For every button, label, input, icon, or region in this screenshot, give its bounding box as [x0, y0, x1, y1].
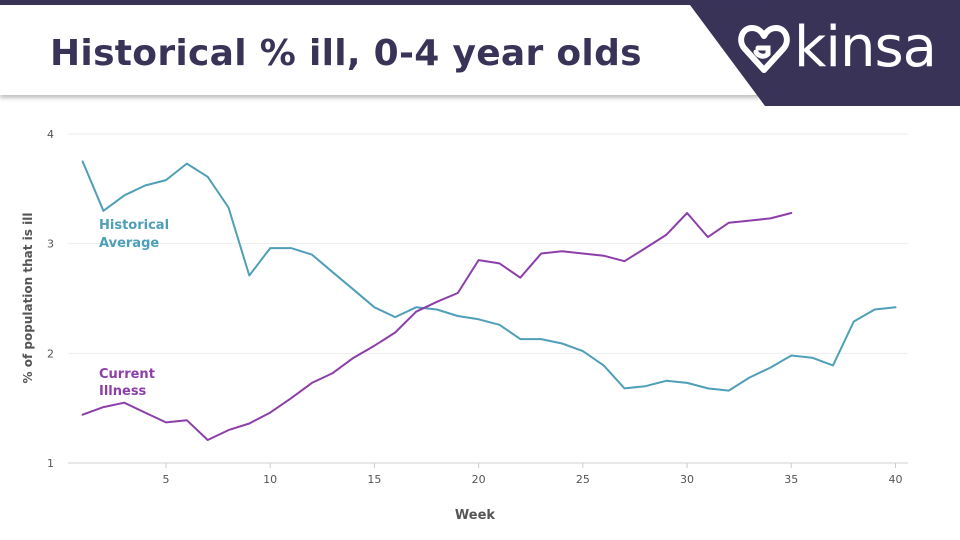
- x-tick-label: 30: [680, 473, 694, 486]
- x-axis-label: Week: [455, 508, 496, 523]
- x-tick-label: 10: [263, 473, 277, 486]
- page-title: Historical % ill, 0-4 year olds: [50, 33, 642, 74]
- series-label-line: Illness: [99, 384, 147, 399]
- title-bar: Historical % ill, 0-4 year olds: [0, 5, 760, 95]
- grid-layer: [68, 133, 908, 464]
- x-tick-label: 5: [162, 473, 169, 486]
- series-label-current: Current Illness: [99, 367, 155, 399]
- series-label-historical: Historical Average: [99, 218, 169, 251]
- brand-logo-text: kinsa: [794, 15, 937, 80]
- y-axis-label: % of population that is ill: [21, 213, 35, 384]
- y-tick-labels: 1 2 3 4: [47, 128, 54, 470]
- y-tick-label: 2: [47, 347, 54, 360]
- x-tick-label: 15: [367, 473, 381, 486]
- x-tick-label: 35: [784, 473, 798, 486]
- x-tick-label: 25: [576, 473, 590, 486]
- y-tick-label: 3: [47, 238, 54, 251]
- series-line-historical-average: [81, 160, 897, 392]
- heart-icon: [738, 25, 790, 73]
- x-tick-label: 40: [888, 473, 902, 486]
- series-label-line: Current: [99, 367, 155, 382]
- series-label-line: Average: [99, 236, 159, 251]
- y-tick-label: 4: [47, 128, 54, 141]
- series-layer: [81, 160, 897, 441]
- x-tick-label: 20: [472, 473, 486, 486]
- series-label-line: Historical: [99, 218, 169, 233]
- header-top-stripe: [0, 0, 960, 5]
- series-line-current-illness: [81, 212, 793, 441]
- x-tick-labels: 5 10 15 20 25 30 35 40: [162, 463, 902, 486]
- y-tick-label: 1: [47, 457, 54, 470]
